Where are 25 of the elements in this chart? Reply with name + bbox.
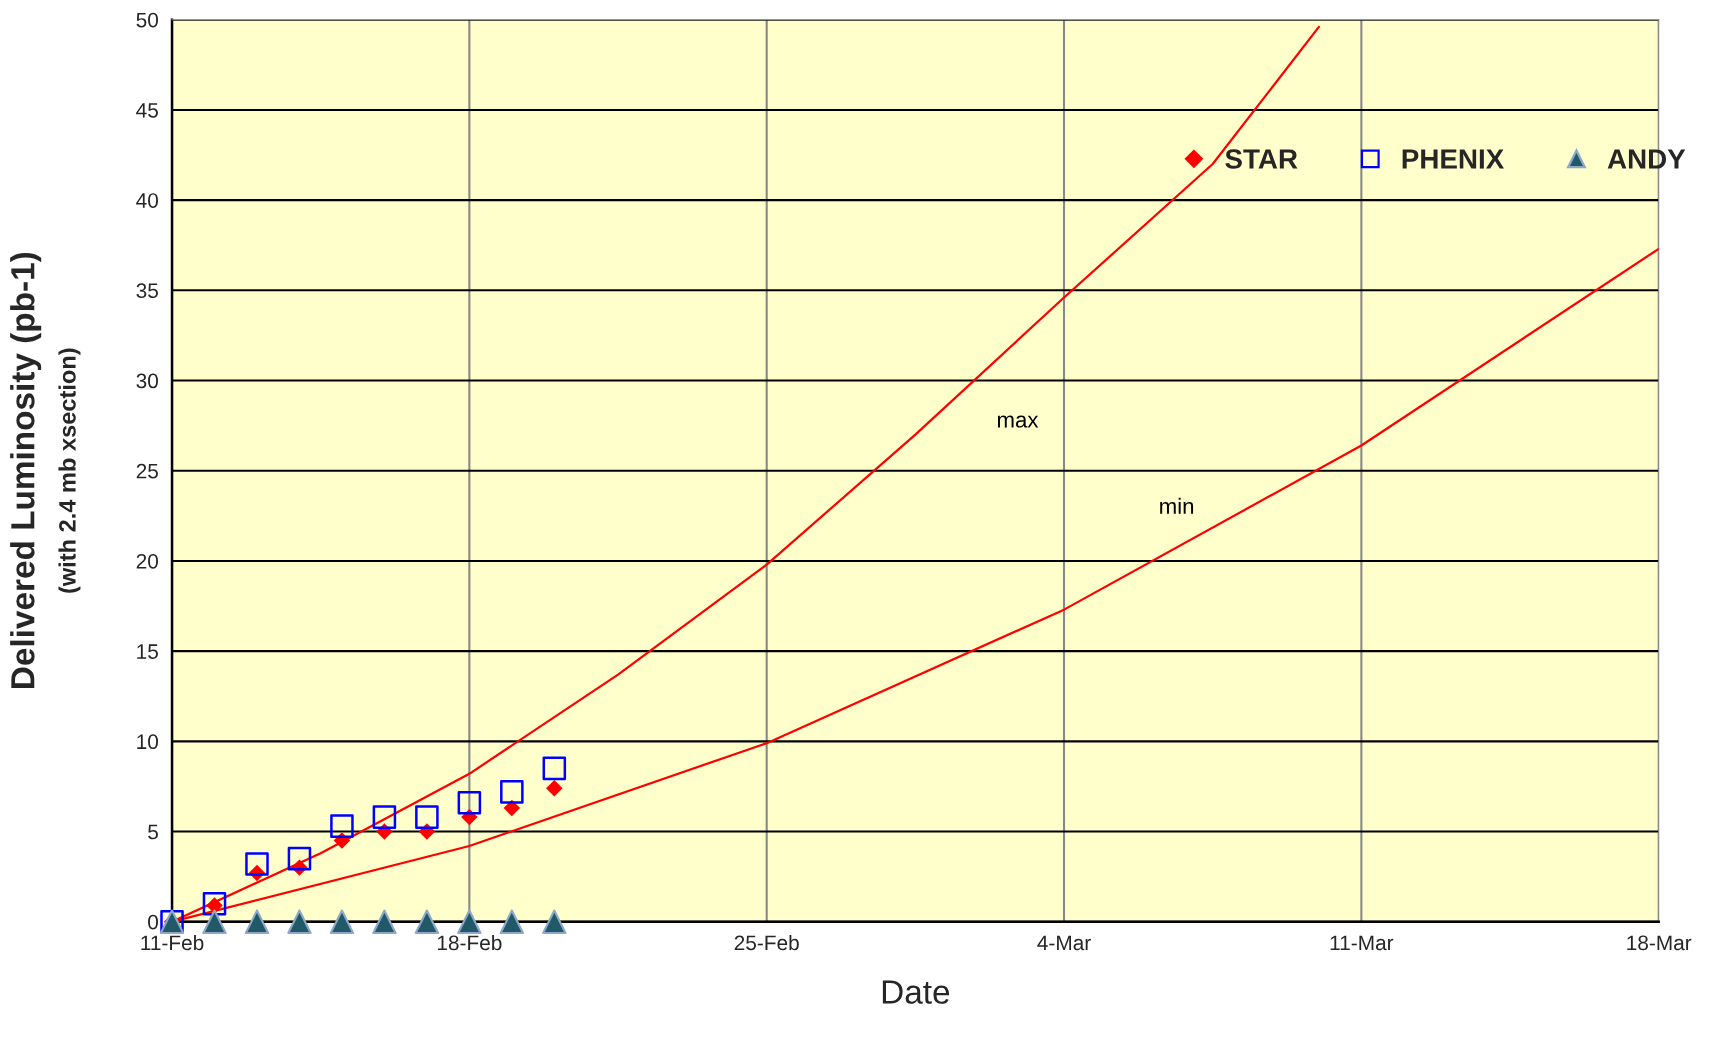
x-axis-title: Date: [882, 980, 950, 1004]
y-tick-label: 5: [148, 824, 158, 840]
y-tick-label: 40: [136, 193, 159, 208]
y-tick-label: 15: [137, 644, 158, 659]
y-tick-label: 0: [148, 914, 159, 930]
x-tick-label: 11-Mar: [1330, 935, 1394, 951]
legend-label: STAR: [1225, 149, 1298, 169]
x-tick-label: 25-Feb: [734, 934, 799, 951]
y-tick-label: 30: [136, 373, 159, 389]
x-tick-label: 11-Feb: [141, 934, 204, 951]
y-axis-title: Delivered Luminosity (pb-1): [10, 252, 42, 688]
y-tick-label: 50: [136, 12, 159, 28]
x-tick-label: 18-Feb: [437, 934, 502, 951]
legend-label: PHENIX: [1402, 149, 1504, 169]
y-tick-label: 35: [136, 283, 158, 299]
y-tick-label: 10: [137, 734, 159, 750]
y-tick-label: 25: [136, 463, 158, 479]
text: (with 2.4 mb xsection): [58, 348, 81, 593]
y-tick-label: 45: [136, 103, 158, 118]
y-tick-label: 20: [136, 553, 159, 569]
legend-label: ANDY: [1607, 149, 1686, 169]
x-tick-label: 18-Mar: [1627, 935, 1692, 951]
series-label: max: [997, 415, 1039, 428]
x-tick-label: 4-Mar: [1037, 935, 1091, 951]
series-label: min: [1160, 497, 1194, 514]
